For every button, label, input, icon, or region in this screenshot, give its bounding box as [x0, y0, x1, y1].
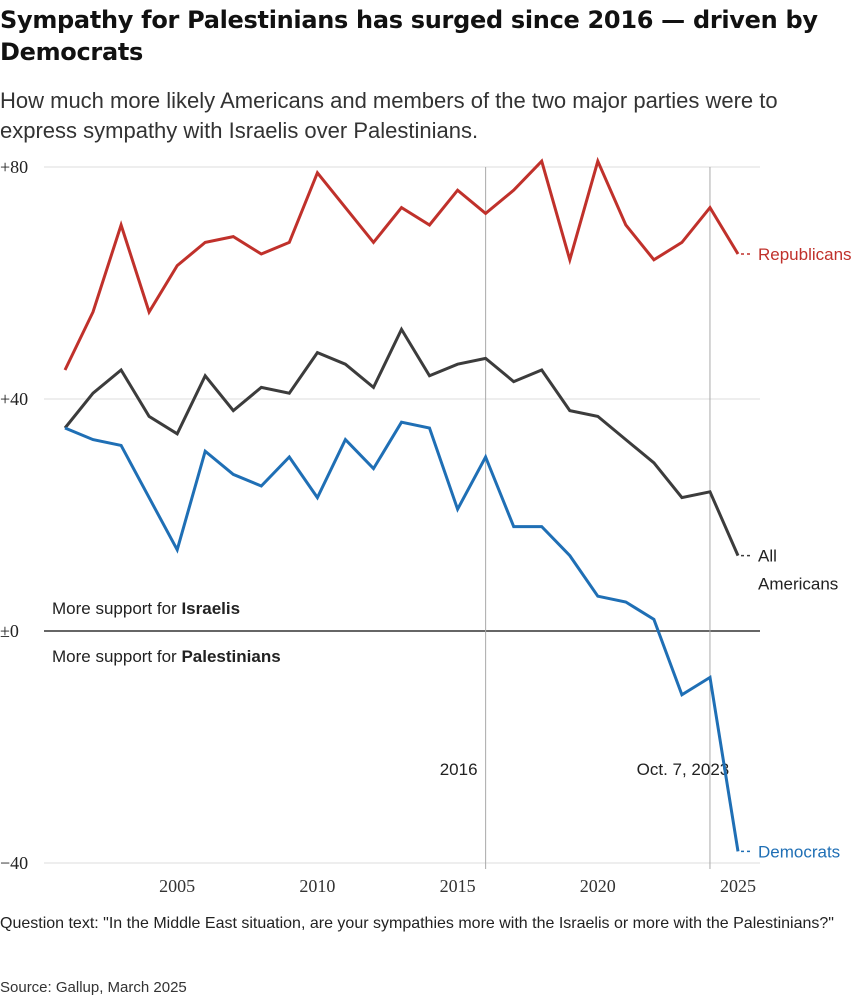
- source-note: Source: Gallup, March 2025: [0, 979, 187, 996]
- palestinians-annotation: More support for Palestinians: [52, 647, 281, 666]
- chart-subtitle: How much more likely Americans and membe…: [0, 88, 778, 143]
- series-label-all-line1: All: [758, 547, 777, 566]
- israelis-annotation-prefix: More support for: [52, 599, 181, 618]
- y-tick-label: ±0: [0, 621, 19, 641]
- x-tick-label: 2015: [440, 876, 476, 896]
- series-lines: [63, 156, 753, 853]
- chart-title: Sympathy for Palestinians has surged sin…: [0, 6, 818, 66]
- y-tick-label: +80: [0, 157, 28, 177]
- y-tick-label: −40: [0, 853, 28, 873]
- series-line-republicans: [63, 156, 740, 371]
- israelis-annotation-bold: Israelis: [181, 599, 240, 618]
- series-labels: Republicans All Americans Democrats: [758, 245, 852, 861]
- reference-label-2016: 2016: [440, 760, 478, 779]
- x-tick-label: 2010: [299, 876, 335, 896]
- x-axis-labels: 2005 2010 2015 2020 2025: [159, 876, 756, 896]
- x-tick-label: 2025: [720, 876, 756, 896]
- series-line-democrats: [64, 420, 740, 852]
- series-line-all-americans: [63, 326, 740, 557]
- reference-lines: 2016 Oct. 7, 2023: [440, 167, 730, 869]
- palestinians-annotation-prefix: More support for: [52, 647, 181, 666]
- gridlines: [44, 166, 760, 864]
- x-tick-label: 2005: [159, 876, 195, 896]
- series-label-all-line2: Americans: [758, 575, 838, 594]
- reference-label-oct7: Oct. 7, 2023: [637, 760, 730, 779]
- series-label-republicans: Republicans: [758, 245, 852, 264]
- y-tick-label: +40: [0, 389, 28, 409]
- question-note: Question text: "In the Middle East situa…: [0, 915, 834, 932]
- line-chart: 2016 Oct. 7, 2023 +80 +40 ±0 −40 2005 2010 201…: [0, 156, 852, 896]
- palestinians-annotation-bold: Palestinians: [181, 647, 280, 666]
- israelis-annotation: More support for Israelis: [52, 599, 240, 618]
- x-tick-label: 2020: [580, 876, 616, 896]
- series-label-democrats: Democrats: [758, 842, 840, 861]
- y-axis-labels: +80 +40 ±0 −40: [0, 157, 28, 873]
